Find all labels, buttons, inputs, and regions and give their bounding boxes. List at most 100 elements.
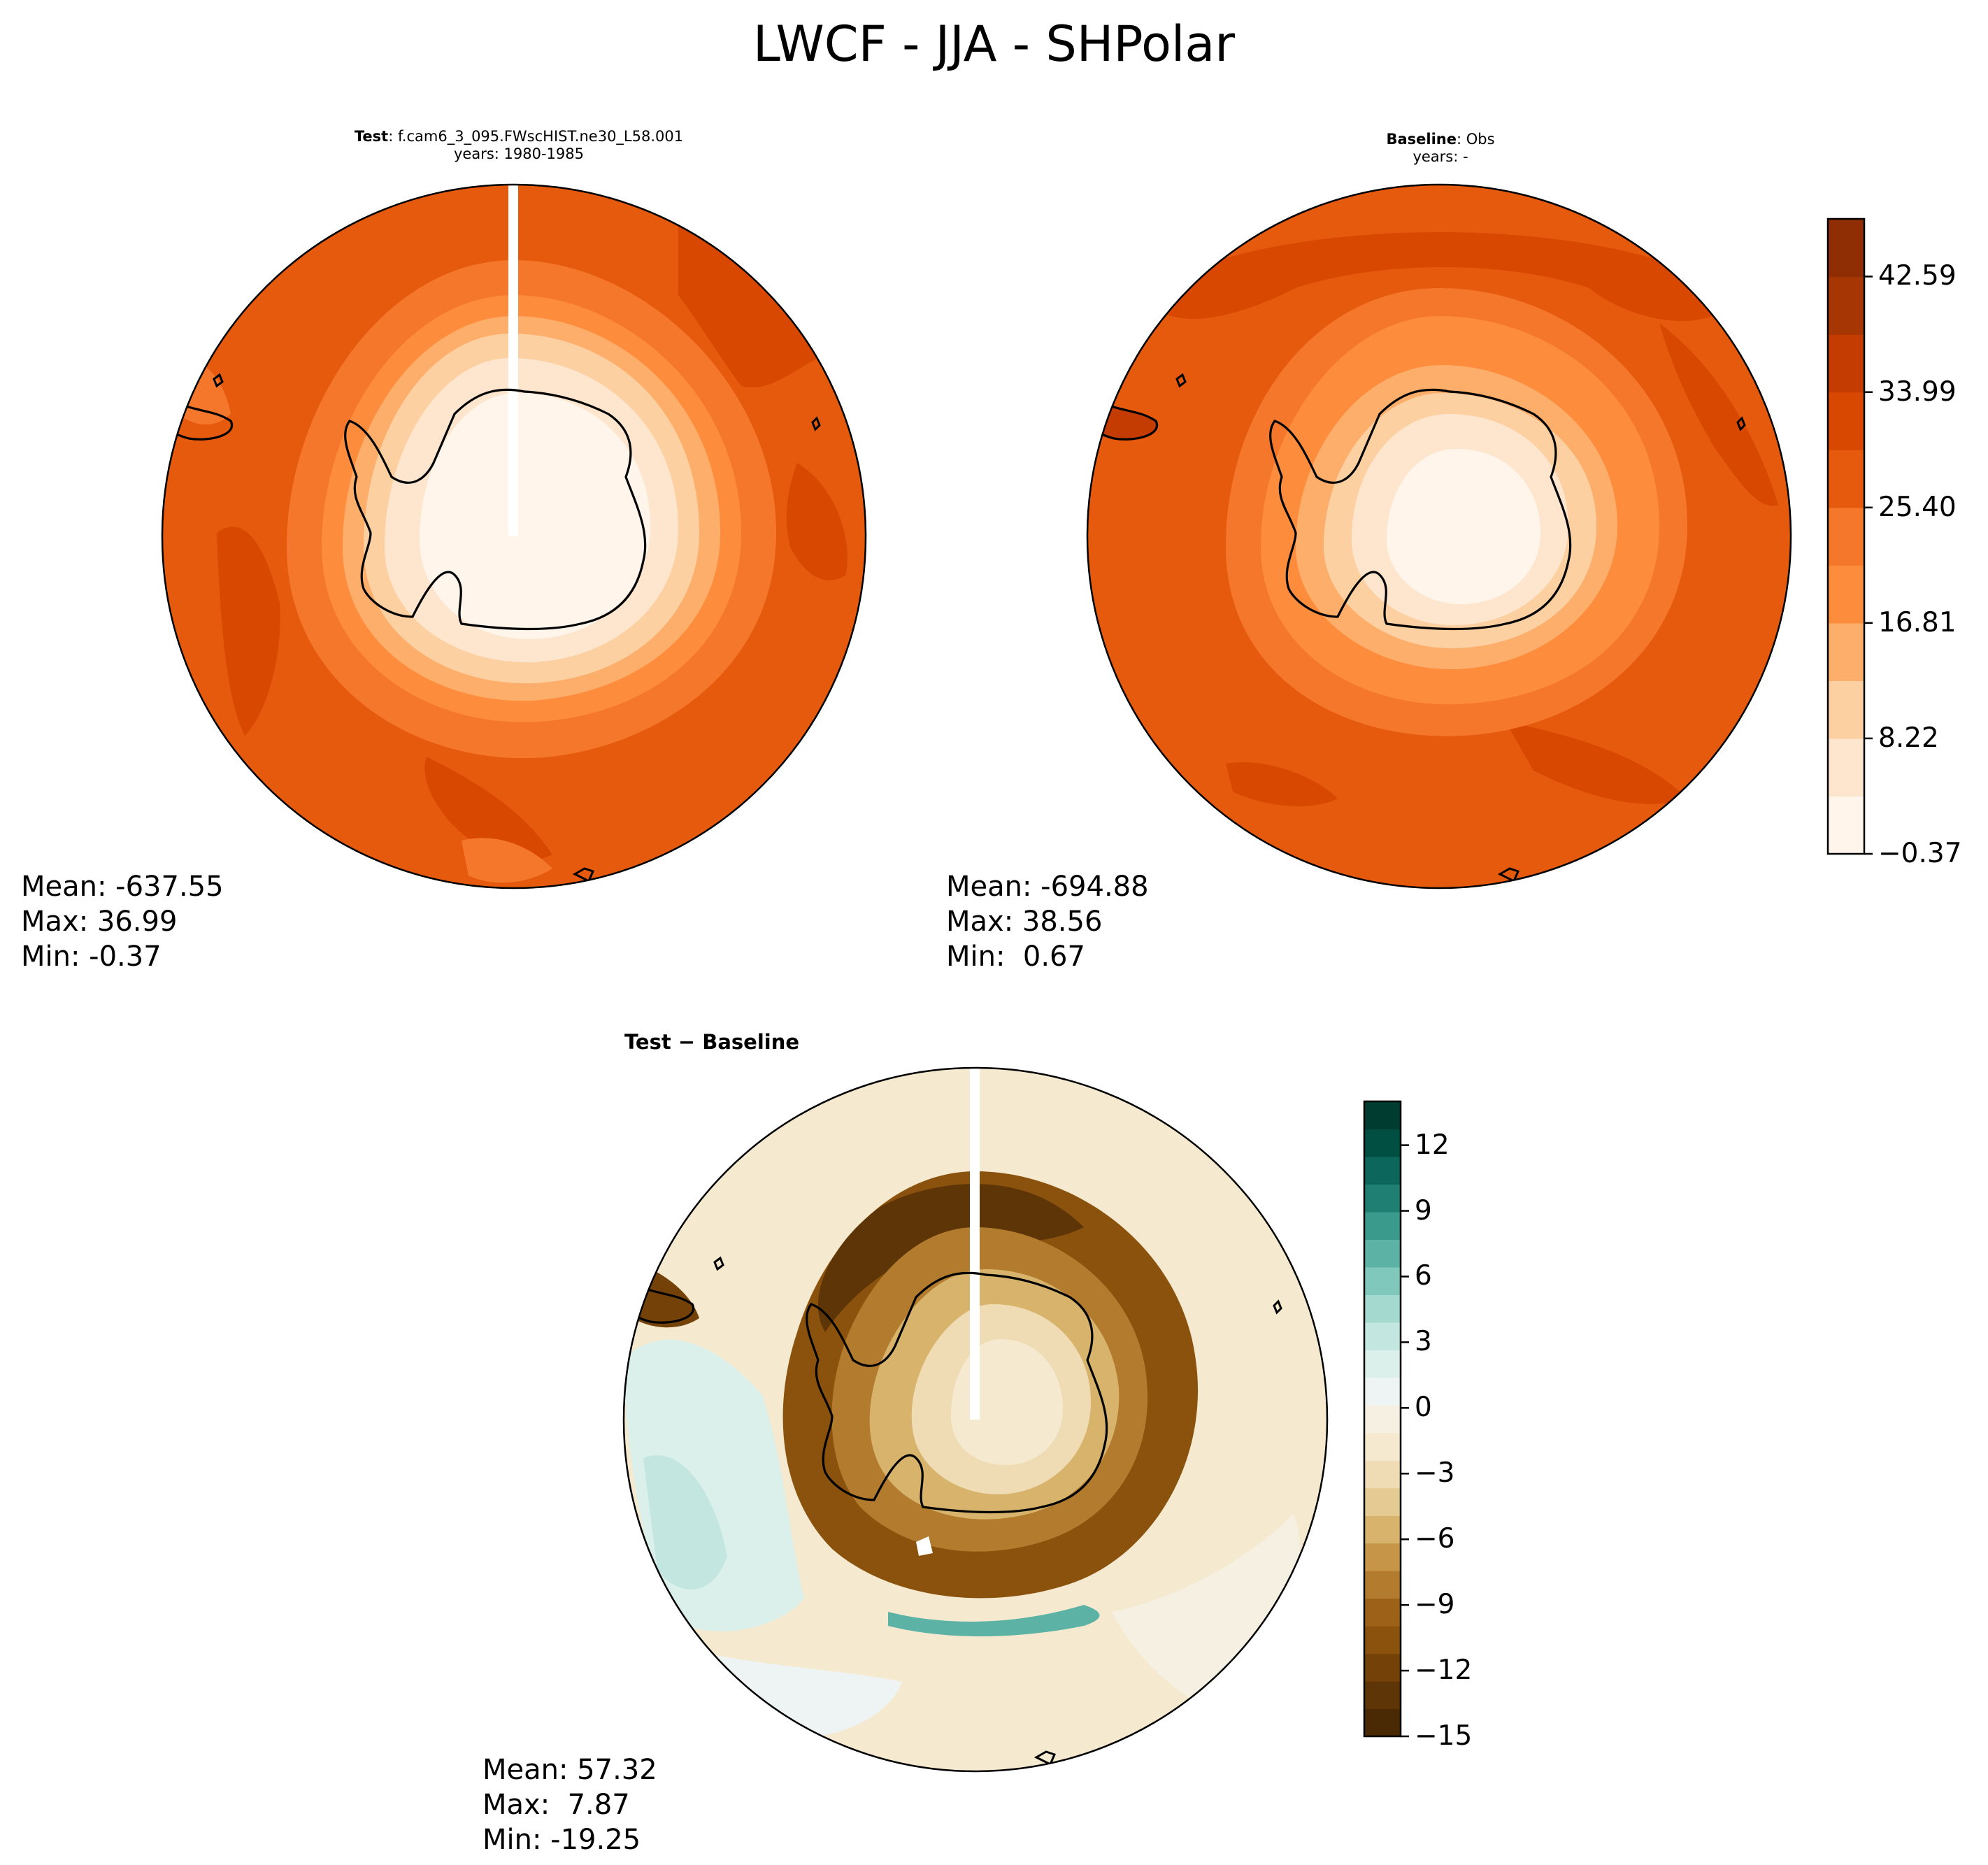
baseline-colorbar-segment <box>1828 738 1864 797</box>
test-field-band-0 <box>420 393 650 640</box>
diff-colorbar-segment <box>1364 1571 1401 1599</box>
diff-colorbar-segment <box>1364 1681 1401 1710</box>
diff-colorbar-segment <box>1364 1350 1401 1378</box>
baseline-title-bold: Baseline <box>1386 131 1457 148</box>
diff-panel-title: Test − Baseline <box>624 1030 799 1054</box>
diff-colorbar <box>1363 1100 1409 1738</box>
baseline-stats-min: Min: 0.67 <box>946 941 1085 973</box>
diff-island-1 <box>713 1256 724 1271</box>
baseline-island-3 <box>1497 867 1520 883</box>
baseline-stats-max: Max: 38.56 <box>946 906 1103 938</box>
test-stats-min: Min: -0.37 <box>21 941 162 973</box>
diff-colorbar-segment <box>1364 1460 1401 1489</box>
baseline-stats-mean: Mean: -694.88 <box>946 871 1149 903</box>
baseline-colorbar-tick-label: 16.81 <box>1878 606 1957 638</box>
diff-colorbar-segment <box>1364 1543 1401 1571</box>
test-stats-mean: Mean: -637.55 <box>21 871 224 903</box>
baseline-colorbar-tick-label: 42.59 <box>1878 260 1957 292</box>
test-island-2 <box>811 416 821 431</box>
diff-colorbar-tick-label: −15 <box>1415 1720 1473 1752</box>
diff-colorbar-segment <box>1364 1653 1401 1682</box>
baseline-colorbar-segment <box>1828 276 1864 335</box>
diff-field-teal-arc <box>888 1605 1100 1636</box>
diff-colorbar-tick-label: 0 <box>1415 1392 1432 1424</box>
test-island-3 <box>572 867 595 883</box>
baseline-colorbar <box>1826 217 1873 855</box>
baseline-colorbar-tick-label: 33.99 <box>1878 376 1957 408</box>
diff-colorbar-segment <box>1364 1156 1401 1185</box>
test-field-dark-patch-3 <box>217 527 280 736</box>
test-map <box>161 183 867 889</box>
baseline-colorbar-segment <box>1828 622 1864 681</box>
baseline-title-rest: : Obs <box>1456 131 1495 148</box>
diff-colorbar-segment <box>1364 1211 1401 1240</box>
baseline-field-band-min <box>1387 449 1540 605</box>
test-map-boundary <box>161 183 867 889</box>
baseline-colorbar-segment <box>1828 796 1864 855</box>
baseline-field-dark-ring-top <box>1142 232 1736 322</box>
diff-colorbar-tick-label: −12 <box>1415 1655 1473 1687</box>
baseline-island-2 <box>1736 416 1746 431</box>
baseline-colorbar-segment <box>1828 450 1864 508</box>
diff-colorbar-tick-label: 12 <box>1415 1129 1450 1161</box>
diff-colorbar-tick-label: −6 <box>1415 1523 1455 1555</box>
diff-colorbar-frame <box>1363 1100 1402 1738</box>
baseline-colorbar-tick-label: 8.22 <box>1878 722 1939 754</box>
baseline-island-1 <box>1175 373 1187 388</box>
baseline-field-dark-patch-1 <box>1659 323 1778 506</box>
test-antarctica-coastline <box>344 388 647 631</box>
test-field-dark-patch-2 <box>786 463 848 580</box>
diff-colorbar-tick-label: −3 <box>1415 1457 1455 1489</box>
baseline-colorbar-segment <box>1828 334 1864 393</box>
diff-data-gap-strip <box>970 1068 980 1420</box>
diff-colorbar-segment <box>1364 1294 1401 1323</box>
baseline-colorbar-segment <box>1828 565 1864 624</box>
diff-colorbar-tick-label: −9 <box>1415 1589 1455 1621</box>
diff-colorbar-segment <box>1364 1432 1401 1461</box>
baseline-field-dark-patch-2 <box>1506 722 1687 804</box>
diff-colorbar-segment <box>1364 1377 1401 1406</box>
diff-colorbar-tick-label: 6 <box>1415 1260 1432 1292</box>
diff-field-brown-ring-dark <box>817 1184 1084 1332</box>
diff-colorbar-tick-label: 3 <box>1415 1326 1432 1358</box>
test-title-rest: : f.cam6_3_095.FWscHIST.ne30_L58.001 <box>388 128 684 145</box>
baseline-colorbar-frame <box>1826 217 1866 855</box>
diff-colorbar-segment <box>1364 1101 1401 1130</box>
baseline-colorbar-segment <box>1828 219 1864 278</box>
baseline-panel-subtitle: years: - <box>1413 148 1468 165</box>
diff-colorbar-segment <box>1364 1405 1401 1434</box>
diff-colorbar-segment <box>1364 1708 1401 1737</box>
diff-colorbar-segment <box>1364 1129 1401 1157</box>
diff-missing-data-patch <box>916 1536 933 1556</box>
baseline-colorbar-segment <box>1828 392 1864 450</box>
diff-map-boundary <box>622 1066 1329 1773</box>
diff-stats-max: Max: 7.87 <box>482 1789 630 1821</box>
baseline-map <box>1086 183 1792 889</box>
diff-island-2 <box>1273 1299 1282 1315</box>
diff-stats-mean: Mean: 57.32 <box>482 1754 657 1786</box>
figure-title: LWCF - JJA - SHPolar <box>752 15 1236 73</box>
baseline-antarctica-coastline <box>1269 388 1572 631</box>
baseline-colorbar-segment <box>1828 680 1864 739</box>
diff-colorbar-segment <box>1364 1626 1401 1655</box>
diff-field-teal-left-2 <box>643 1455 727 1589</box>
diff-colorbar-segment <box>1364 1487 1401 1516</box>
baseline-field-dark-patch-3 <box>1226 762 1338 806</box>
diff-colorbar-tick-label: 9 <box>1415 1194 1432 1227</box>
test-data-gap-strip <box>508 185 518 536</box>
test-island-1 <box>213 373 224 388</box>
test-field-light-patch-2 <box>462 838 552 883</box>
baseline-colorbar-tick-label: −0.37 <box>1878 838 1962 869</box>
diff-colorbar-segment <box>1364 1515 1401 1544</box>
test-panel-subtitle: years: 1980-1985 <box>453 145 584 162</box>
diff-colorbar-segment <box>1364 1239 1401 1268</box>
diff-island-3 <box>1034 1750 1057 1766</box>
test-field-dark-patch-4 <box>424 757 552 860</box>
diff-stats-min: Min: -19.25 <box>482 1824 641 1856</box>
diff-colorbar-segment <box>1364 1184 1401 1213</box>
diff-title-bold: Test − Baseline <box>624 1030 800 1054</box>
test-stats-max: Max: 36.99 <box>21 906 178 938</box>
baseline-colorbar-segment <box>1828 507 1864 566</box>
test-title-bold: Test <box>354 128 389 145</box>
test-panel-title: Test: f.cam6_3_095.FWscHIST.ne30_L58.001 <box>267 128 771 145</box>
